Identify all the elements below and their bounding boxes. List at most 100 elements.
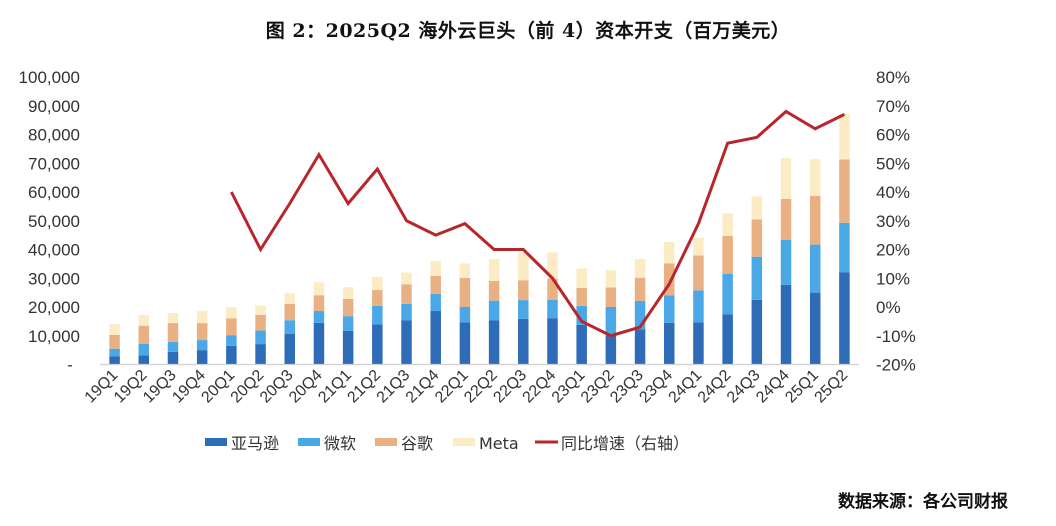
bar-segment bbox=[372, 324, 383, 365]
bar-segment bbox=[547, 252, 558, 279]
bar-stack-25Q2 bbox=[839, 114, 850, 365]
bar-stack-24Q2 bbox=[722, 213, 733, 365]
x-tick-label: 19Q1 bbox=[82, 367, 122, 407]
bar-segment bbox=[518, 300, 529, 319]
x-tick-label: 21Q3 bbox=[374, 367, 414, 407]
bar-segment bbox=[342, 330, 354, 365]
bar-segment bbox=[488, 258, 500, 281]
x-tick-label: 25Q1 bbox=[782, 367, 822, 407]
bar-stack-23Q2 bbox=[605, 270, 617, 365]
legend-item: 微软 bbox=[298, 434, 356, 453]
bar-segment bbox=[255, 305, 266, 315]
x-tick-label: 20Q3 bbox=[257, 367, 297, 407]
x-tick-label: 23Q3 bbox=[607, 367, 647, 407]
bar-segment bbox=[809, 159, 821, 196]
bar-segment bbox=[809, 292, 821, 365]
bar-segment bbox=[284, 303, 295, 321]
x-tick-label: 22Q2 bbox=[461, 367, 501, 407]
y-tick-label: 90,000 bbox=[28, 97, 80, 116]
bar-segment bbox=[284, 293, 295, 304]
bar-segment bbox=[372, 305, 383, 325]
x-tick-label: 25Q2 bbox=[812, 367, 852, 407]
bar-segment bbox=[693, 238, 704, 256]
y2-tick-label: 0% bbox=[876, 298, 901, 317]
y-tick-label: - bbox=[67, 356, 73, 375]
bar-segment bbox=[547, 278, 558, 300]
bar-segment bbox=[459, 263, 471, 278]
bar-segment bbox=[109, 334, 120, 349]
bar-segment bbox=[342, 298, 354, 317]
bar-segment bbox=[313, 311, 325, 323]
bar-segment bbox=[693, 255, 704, 291]
y-tick-label: 40,000 bbox=[28, 241, 80, 260]
bar-stack-22Q3 bbox=[518, 252, 529, 365]
bar-segment bbox=[342, 316, 354, 331]
bar-segment bbox=[138, 325, 150, 344]
legend-label: 同比增速（右轴） bbox=[561, 434, 689, 453]
bar-segment bbox=[751, 299, 763, 365]
bar-stack-24Q4 bbox=[780, 158, 792, 365]
y-tick-label: 70,000 bbox=[28, 154, 80, 173]
x-tick-label: 21Q2 bbox=[344, 367, 384, 407]
bar-segment bbox=[664, 295, 675, 323]
bar-segment bbox=[634, 258, 646, 278]
bar-segment bbox=[547, 299, 558, 319]
bar-segment bbox=[196, 350, 208, 365]
bar-segment bbox=[401, 320, 412, 365]
y-tick-label: 80,000 bbox=[28, 126, 80, 145]
y-tick-label: 50,000 bbox=[28, 212, 80, 231]
bar-stack-21Q4 bbox=[430, 261, 441, 365]
bar-segment bbox=[722, 235, 733, 274]
y2-tick-label: 10% bbox=[876, 269, 910, 288]
bar-segment bbox=[722, 213, 733, 236]
bar-segment bbox=[109, 356, 120, 365]
x-tick-label: 20Q1 bbox=[198, 367, 238, 407]
bar-segment bbox=[138, 355, 150, 365]
growth-line-group bbox=[230, 109, 846, 338]
bar-segment bbox=[576, 268, 587, 289]
bar-stack-19Q2 bbox=[138, 315, 150, 365]
bar-segment bbox=[488, 320, 500, 365]
data-source-note: 数据来源：各公司财报 bbox=[838, 492, 1008, 512]
bar-segment bbox=[488, 280, 500, 301]
bar-segment bbox=[634, 300, 646, 330]
y2-tick-label: 20% bbox=[876, 241, 910, 260]
legend-swatch bbox=[453, 438, 475, 446]
bar-segment bbox=[839, 222, 850, 273]
bar-segment bbox=[255, 344, 266, 365]
bar-segment bbox=[780, 284, 792, 365]
bar-segment bbox=[313, 295, 325, 312]
legend-item: 亚马逊 bbox=[205, 434, 279, 453]
x-tick-label: 21Q1 bbox=[315, 367, 355, 407]
bar-segment bbox=[167, 341, 179, 352]
bar-segment bbox=[664, 242, 675, 264]
y2-tick-label: -20% bbox=[876, 356, 916, 375]
legend-item: Meta bbox=[453, 434, 519, 453]
legend-item: 同比增速（右轴） bbox=[535, 434, 689, 453]
bar-segment bbox=[605, 287, 617, 307]
legend-label: 谷歌 bbox=[401, 434, 433, 453]
x-axis-ticks: 19Q119Q219Q319Q420Q120Q220Q320Q421Q121Q2… bbox=[82, 367, 852, 407]
bar-segment bbox=[809, 244, 821, 293]
bar-segment bbox=[809, 195, 821, 245]
bar-segment bbox=[547, 318, 558, 365]
bar-segment bbox=[751, 256, 763, 300]
bar-segment bbox=[196, 323, 208, 341]
bar-segment bbox=[226, 307, 237, 319]
bar-stack-19Q3 bbox=[167, 313, 179, 365]
x-tick-label: 24Q2 bbox=[695, 367, 735, 407]
bar-segment bbox=[372, 276, 383, 291]
bar-segment bbox=[401, 284, 412, 304]
bar-stack-23Q4 bbox=[664, 242, 675, 365]
x-tick-label: 23Q4 bbox=[636, 367, 676, 407]
bar-stack-22Q1 bbox=[459, 263, 471, 365]
bar-segment bbox=[401, 303, 412, 321]
x-tick-label: 23Q1 bbox=[549, 367, 589, 407]
bar-segment bbox=[255, 330, 266, 345]
bar-segment bbox=[722, 314, 733, 365]
bar-segment bbox=[518, 280, 529, 301]
bar-stack-19Q4 bbox=[196, 310, 208, 365]
bar-segment bbox=[138, 343, 150, 356]
bar-segment bbox=[722, 273, 733, 315]
bar-segment bbox=[780, 198, 792, 240]
